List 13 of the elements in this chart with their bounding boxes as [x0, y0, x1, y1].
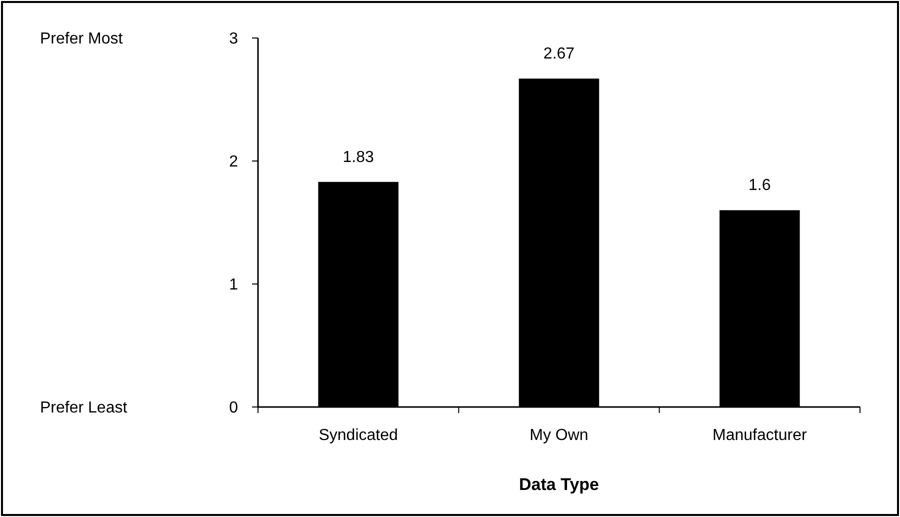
data-label: 2.67 [543, 46, 575, 63]
x-tick-label: Manufacturer [712, 427, 808, 444]
data-label: 1.6 [748, 177, 771, 194]
x-tick-label: Syndicated [318, 427, 398, 444]
x-tick-label: My Own [530, 427, 588, 444]
y-tick-label: 3 [229, 30, 238, 48]
text: Prefer Least [40, 400, 128, 417]
text: Prefer Most [40, 30, 124, 48]
y-tick-label: 1 [229, 276, 238, 294]
x-axis-title: Data Type [519, 475, 599, 494]
data-label: 1.83 [342, 148, 374, 166]
y-tick-label: 2 [229, 154, 238, 171]
y-tick-label: 0 [229, 400, 238, 417]
